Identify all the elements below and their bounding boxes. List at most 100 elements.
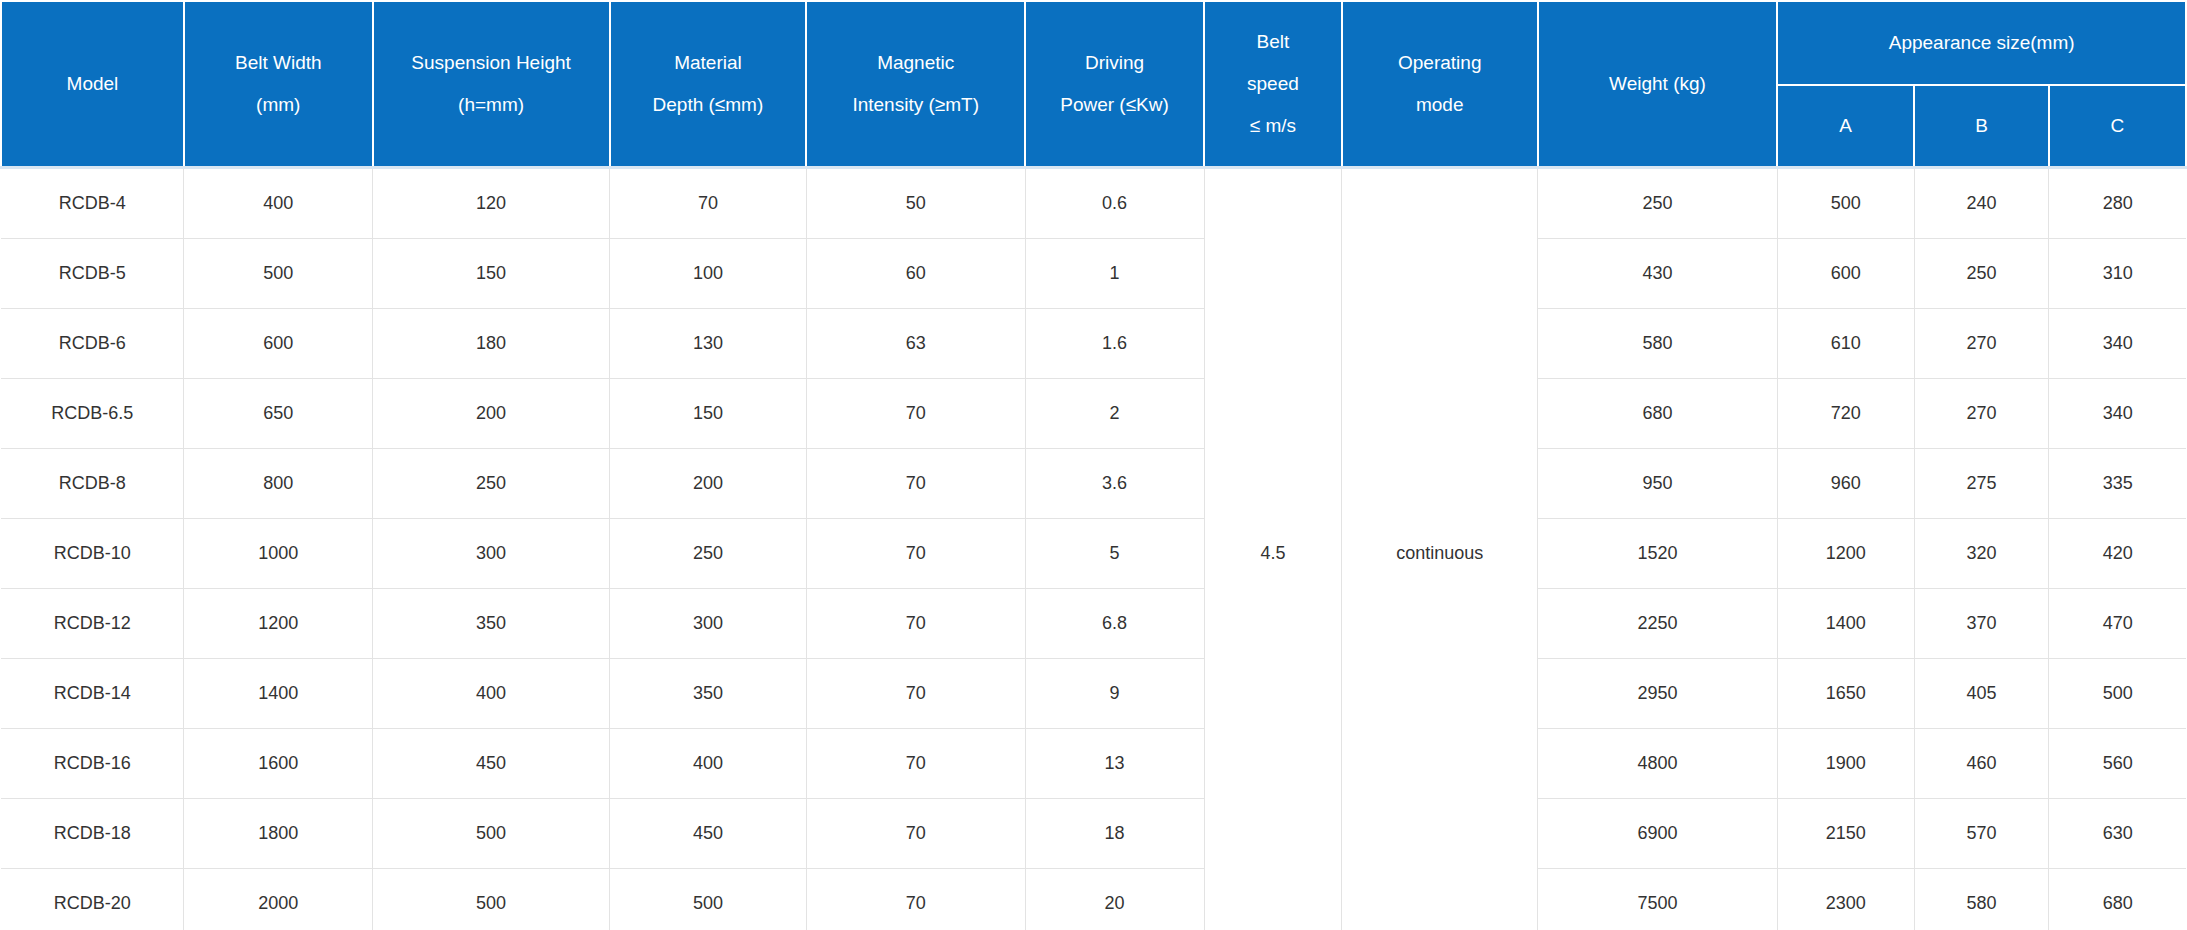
- cell-magnetic-intensity: 70: [806, 588, 1025, 658]
- cell-size-a: 720: [1777, 378, 1914, 448]
- header-weight: Weight (kg): [1538, 1, 1778, 167]
- cell-suspension-height: 350: [373, 588, 610, 658]
- cell-size-c: 500: [2049, 658, 2186, 728]
- header-magnetic-intensity: Magnetic Intensity (≥mT): [806, 1, 1025, 167]
- table-row: RCDB-18 1800 500 450 70 18 6900 2150 570…: [1, 798, 2186, 868]
- cell-weight: 2250: [1538, 588, 1778, 658]
- cell-belt-width: 2000: [184, 868, 373, 930]
- cell-material-depth: 250: [610, 518, 807, 588]
- header-material-depth: Material Depth (≤mm): [610, 1, 807, 167]
- cell-weight: 6900: [1538, 798, 1778, 868]
- cell-belt-width: 800: [184, 448, 373, 518]
- cell-size-c: 340: [2049, 378, 2186, 448]
- cell-size-a: 960: [1777, 448, 1914, 518]
- cell-size-a: 2150: [1777, 798, 1914, 868]
- cell-size-c: 340: [2049, 308, 2186, 378]
- cell-weight: 950: [1538, 448, 1778, 518]
- cell-material-depth: 450: [610, 798, 807, 868]
- cell-suspension-height: 300: [373, 518, 610, 588]
- cell-size-a: 500: [1777, 167, 1914, 238]
- cell-model: RCDB-20: [1, 868, 184, 930]
- product-spec-table: Model Belt Width (mm) Suspension Height …: [0, 0, 2187, 930]
- cell-model: RCDB-16: [1, 728, 184, 798]
- cell-size-b: 275: [1914, 448, 2049, 518]
- cell-model: RCDB-14: [1, 658, 184, 728]
- cell-suspension-height: 250: [373, 448, 610, 518]
- cell-size-a: 1650: [1777, 658, 1914, 728]
- table-row: RCDB-10 1000 300 250 70 5 1520 1200 320 …: [1, 518, 2186, 588]
- cell-driving-power: 18: [1025, 798, 1204, 868]
- header-size-c: C: [2049, 85, 2186, 167]
- cell-driving-power: 20: [1025, 868, 1204, 930]
- cell-material-depth: 150: [610, 378, 807, 448]
- table-row: RCDB-6.5 650 200 150 70 2 680 720 270 34…: [1, 378, 2186, 448]
- cell-size-b: 370: [1914, 588, 2049, 658]
- table-row: RCDB-8 800 250 200 70 3.6 950 960 275 33…: [1, 448, 2186, 518]
- cell-suspension-height: 400: [373, 658, 610, 728]
- header-size-a: A: [1777, 85, 1914, 167]
- cell-weight: 4800: [1538, 728, 1778, 798]
- cell-magnetic-intensity: 70: [806, 518, 1025, 588]
- table-row: RCDB-14 1400 400 350 70 9 2950 1650 405 …: [1, 658, 2186, 728]
- cell-operating-mode-merged: continuous: [1342, 167, 1538, 930]
- cell-size-a: 610: [1777, 308, 1914, 378]
- cell-model: RCDB-4: [1, 167, 184, 238]
- header-model: Model: [1, 1, 184, 167]
- cell-driving-power: 2: [1025, 378, 1204, 448]
- cell-material-depth: 200: [610, 448, 807, 518]
- cell-size-c: 470: [2049, 588, 2186, 658]
- cell-belt-width: 600: [184, 308, 373, 378]
- header-belt-speed: Belt speed ≤ m/s: [1204, 1, 1342, 167]
- cell-model: RCDB-6: [1, 308, 184, 378]
- cell-material-depth: 130: [610, 308, 807, 378]
- cell-weight: 580: [1538, 308, 1778, 378]
- cell-size-a: 1900: [1777, 728, 1914, 798]
- cell-belt-width: 1000: [184, 518, 373, 588]
- cell-belt-width: 1400: [184, 658, 373, 728]
- header-driving-power: Driving Power (≤Kw): [1025, 1, 1204, 167]
- table-row: RCDB-4 400 120 70 50 0.6 4.5 continuous …: [1, 167, 2186, 238]
- cell-belt-width: 400: [184, 167, 373, 238]
- cell-size-c: 335: [2049, 448, 2186, 518]
- cell-size-c: 680: [2049, 868, 2186, 930]
- cell-size-a: 600: [1777, 238, 1914, 308]
- cell-size-b: 270: [1914, 378, 2049, 448]
- cell-weight: 1520: [1538, 518, 1778, 588]
- cell-suspension-height: 500: [373, 798, 610, 868]
- cell-suspension-height: 450: [373, 728, 610, 798]
- header-suspension-height: Suspension Height (h=mm): [373, 1, 610, 167]
- cell-size-b: 320: [1914, 518, 2049, 588]
- cell-belt-width: 1800: [184, 798, 373, 868]
- cell-magnetic-intensity: 70: [806, 728, 1025, 798]
- cell-size-b: 460: [1914, 728, 2049, 798]
- cell-magnetic-intensity: 70: [806, 798, 1025, 868]
- cell-magnetic-intensity: 63: [806, 308, 1025, 378]
- cell-material-depth: 300: [610, 588, 807, 658]
- cell-size-b: 240: [1914, 167, 2049, 238]
- cell-driving-power: 13: [1025, 728, 1204, 798]
- table-row: RCDB-16 1600 450 400 70 13 4800 1900 460…: [1, 728, 2186, 798]
- table-header: Model Belt Width (mm) Suspension Height …: [1, 1, 2186, 167]
- cell-suspension-height: 200: [373, 378, 610, 448]
- cell-weight: 430: [1538, 238, 1778, 308]
- cell-weight: 2950: [1538, 658, 1778, 728]
- cell-weight: 7500: [1538, 868, 1778, 930]
- cell-size-b: 570: [1914, 798, 2049, 868]
- cell-driving-power: 3.6: [1025, 448, 1204, 518]
- cell-weight: 680: [1538, 378, 1778, 448]
- cell-driving-power: 1.6: [1025, 308, 1204, 378]
- cell-belt-width: 650: [184, 378, 373, 448]
- cell-suspension-height: 150: [373, 238, 610, 308]
- cell-magnetic-intensity: 50: [806, 167, 1025, 238]
- spec-table-container: Model Belt Width (mm) Suspension Height …: [0, 0, 2187, 930]
- cell-belt-speed-merged: 4.5: [1204, 167, 1342, 930]
- cell-magnetic-intensity: 70: [806, 448, 1025, 518]
- cell-size-c: 310: [2049, 238, 2186, 308]
- cell-belt-width: 1200: [184, 588, 373, 658]
- cell-size-b: 580: [1914, 868, 2049, 930]
- cell-suspension-height: 120: [373, 167, 610, 238]
- cell-material-depth: 500: [610, 868, 807, 930]
- cell-size-a: 1400: [1777, 588, 1914, 658]
- cell-driving-power: 6.8: [1025, 588, 1204, 658]
- header-belt-width: Belt Width (mm): [184, 1, 373, 167]
